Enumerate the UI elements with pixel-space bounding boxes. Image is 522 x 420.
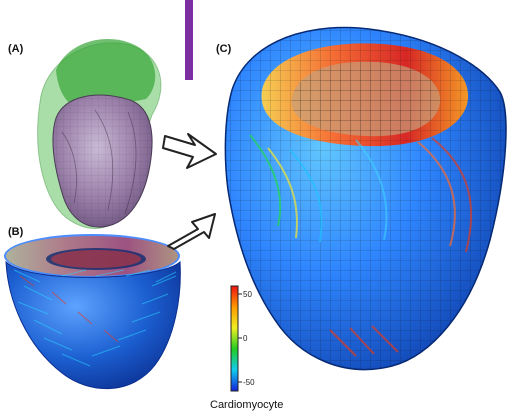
colorbar xyxy=(230,285,242,392)
accent-bar xyxy=(185,0,193,80)
colorbar-tick-mid: 0 xyxy=(243,334,248,343)
panel-c-label: (C) xyxy=(216,43,232,55)
panel-a-label: (A) xyxy=(8,43,24,55)
panel-b-label: (B) xyxy=(8,226,24,238)
panel-a-model xyxy=(37,39,162,229)
panel-b-model xyxy=(4,234,181,390)
colorbar-tick-top: 50 xyxy=(243,290,252,299)
colorbar-tick-bottom: -50 xyxy=(243,378,255,387)
panel-c-model xyxy=(224,26,507,371)
arrow-b-to-c xyxy=(167,213,216,250)
arrow-a-to-c xyxy=(162,133,217,169)
colorbar-title: Cardiomyocyte xyxy=(210,399,284,411)
